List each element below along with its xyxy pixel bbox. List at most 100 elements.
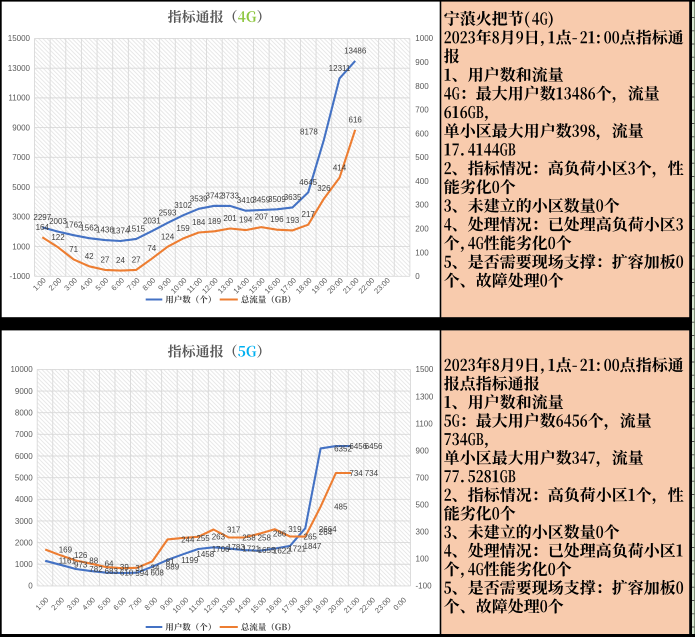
svg-text:0: 0: [415, 272, 420, 281]
svg-text:1515: 1515: [127, 224, 145, 233]
svg-text:1300: 1300: [416, 392, 434, 401]
svg-text:1721: 1721: [288, 545, 306, 554]
svg-text:734: 734: [349, 469, 363, 478]
svg-text:0: 0: [28, 582, 33, 591]
svg-text:616: 616: [349, 115, 363, 124]
svg-text:7000: 7000: [15, 430, 33, 439]
svg-text:9000: 9000: [15, 387, 33, 396]
svg-text:126: 126: [74, 551, 88, 560]
svg-text:27: 27: [100, 255, 109, 264]
svg-text:500: 500: [416, 501, 430, 510]
svg-text:900: 900: [416, 446, 430, 455]
svg-text:81: 81: [166, 557, 175, 566]
svg-text:3742: 3742: [206, 191, 224, 200]
svg-text:39: 39: [120, 563, 129, 572]
svg-text:244: 244: [181, 535, 195, 544]
svg-text:610: 610: [120, 569, 134, 578]
svg-text:263: 263: [212, 533, 226, 542]
svg-text:973: 973: [74, 561, 88, 570]
svg-text:1161: 1161: [59, 557, 77, 566]
svg-text:100: 100: [415, 248, 429, 257]
svg-text:13486: 13486: [344, 46, 367, 55]
svg-text:196: 196: [270, 215, 284, 224]
svg-text:255: 255: [196, 534, 210, 543]
svg-text:74: 74: [147, 244, 156, 253]
svg-text:189: 189: [208, 217, 222, 226]
svg-text:5000: 5000: [12, 183, 30, 192]
svg-text:34: 34: [151, 564, 160, 573]
svg-text:1458: 1458: [196, 550, 214, 559]
svg-text:8000: 8000: [15, 409, 33, 418]
svg-text:1500: 1500: [416, 365, 434, 374]
svg-text:1655: 1655: [258, 546, 276, 555]
svg-text:3102: 3102: [174, 201, 192, 210]
svg-text:10000: 10000: [10, 365, 33, 374]
svg-text:700: 700: [415, 106, 429, 115]
svg-text:194: 194: [239, 216, 253, 225]
svg-text:2003: 2003: [49, 217, 67, 226]
svg-text:258: 258: [258, 533, 272, 542]
svg-text:164: 164: [36, 223, 50, 232]
svg-text:594: 594: [135, 569, 149, 578]
svg-text:9000: 9000: [12, 123, 30, 132]
svg-text:3733: 3733: [221, 191, 239, 200]
svg-text:400: 400: [415, 177, 429, 186]
svg-text:1000: 1000: [12, 242, 30, 251]
svg-text:326: 326: [317, 184, 331, 193]
svg-text:1721: 1721: [242, 545, 260, 554]
svg-text:800: 800: [415, 82, 429, 91]
svg-text:6352: 6352: [334, 444, 352, 453]
svg-text:414: 414: [333, 163, 347, 172]
svg-text:71: 71: [69, 245, 78, 254]
svg-text:122: 122: [51, 233, 65, 242]
svg-text:1783: 1783: [227, 543, 245, 552]
svg-text:-100: -100: [416, 582, 433, 591]
svg-text:3539: 3539: [190, 194, 208, 203]
svg-text:200: 200: [415, 225, 429, 234]
svg-text:1199: 1199: [181, 556, 199, 565]
svg-text:184: 184: [192, 218, 206, 227]
svg-text:64: 64: [105, 560, 114, 569]
svg-text:4645: 4645: [299, 178, 317, 187]
svg-text:300: 300: [415, 201, 429, 210]
svg-text:264: 264: [319, 528, 333, 537]
svg-text:1847: 1847: [304, 542, 322, 551]
svg-text:1000: 1000: [15, 560, 33, 569]
svg-text:1622: 1622: [273, 547, 291, 556]
svg-text:3509: 3509: [268, 195, 286, 204]
svg-text:3000: 3000: [12, 213, 30, 222]
svg-text:600: 600: [415, 129, 429, 138]
svg-text:900: 900: [415, 58, 429, 67]
svg-text:3410: 3410: [237, 196, 255, 205]
svg-text:100: 100: [416, 555, 430, 564]
svg-text:15000: 15000: [8, 34, 31, 43]
svg-text:12311: 12311: [329, 64, 351, 73]
svg-text:193: 193: [286, 216, 300, 225]
svg-text:1000: 1000: [415, 34, 433, 43]
svg-text:2664: 2664: [319, 525, 337, 534]
svg-text:889: 889: [166, 563, 180, 572]
svg-text:1762: 1762: [65, 221, 83, 230]
svg-text:608: 608: [151, 569, 165, 578]
svg-text:258: 258: [242, 533, 256, 542]
svg-text:217: 217: [302, 210, 316, 219]
svg-text:4000: 4000: [15, 495, 33, 504]
svg-text:7000: 7000: [12, 153, 30, 162]
svg-text:1562: 1562: [80, 224, 98, 233]
svg-text:700: 700: [416, 473, 430, 482]
svg-text:1100: 1100: [416, 419, 434, 428]
svg-text:42: 42: [85, 252, 94, 261]
svg-text:169: 169: [59, 545, 73, 554]
svg-text:2593: 2593: [159, 208, 177, 217]
svg-text:319: 319: [288, 525, 302, 534]
svg-text:1374: 1374: [112, 227, 130, 236]
svg-text:734: 734: [365, 469, 379, 478]
svg-text:207: 207: [255, 213, 269, 222]
svg-text:3635: 3635: [284, 193, 302, 202]
svg-text:5000: 5000: [15, 473, 33, 482]
svg-text:300: 300: [416, 528, 430, 537]
svg-text:2031: 2031: [143, 217, 161, 226]
svg-text:201: 201: [223, 214, 237, 223]
svg-text:286: 286: [273, 530, 287, 539]
svg-text:1706: 1706: [212, 545, 230, 554]
